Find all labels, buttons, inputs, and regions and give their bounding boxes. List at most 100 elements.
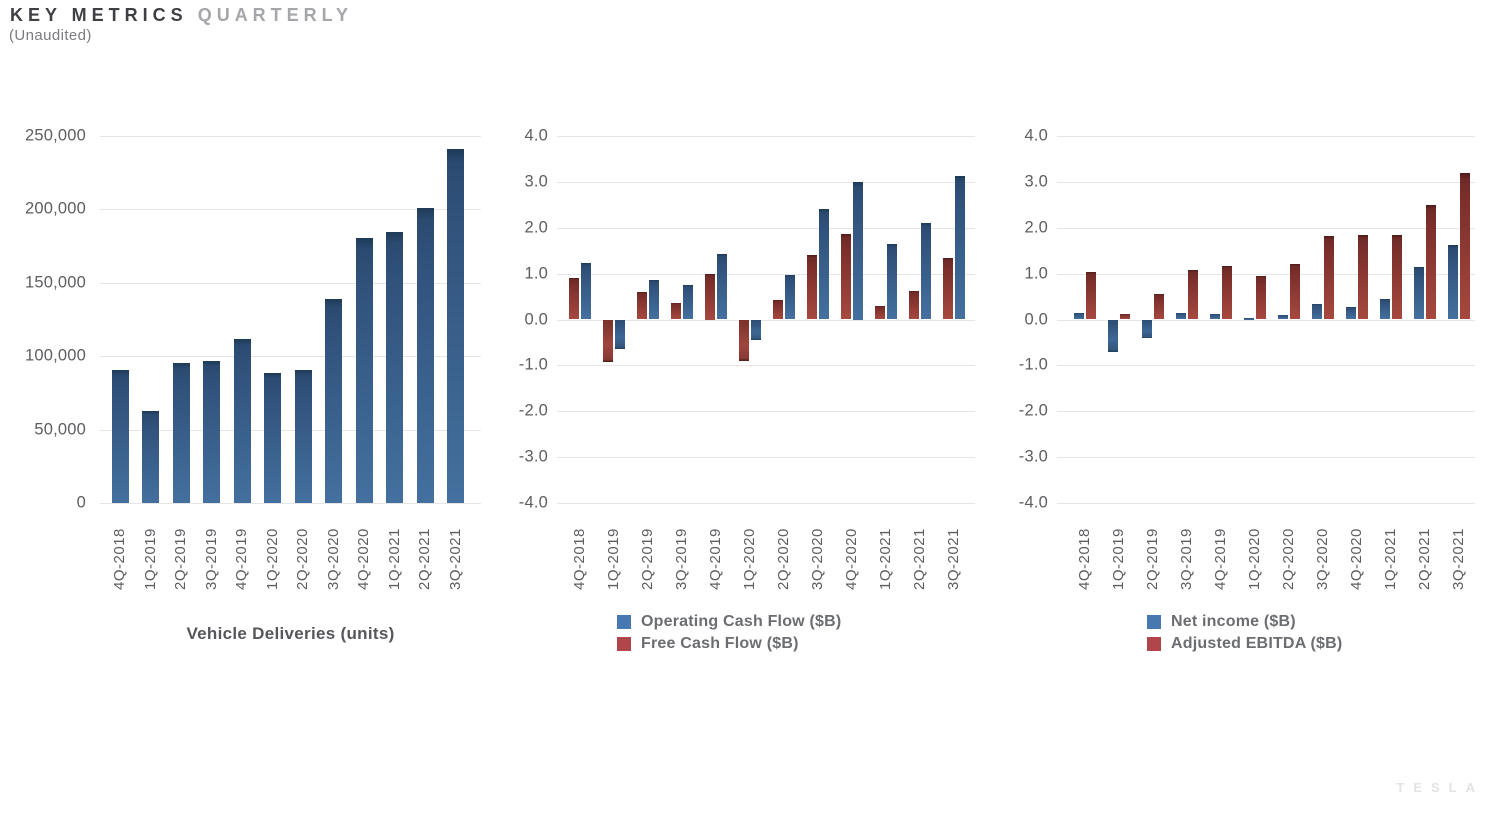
bar xyxy=(1176,313,1186,320)
bar xyxy=(1346,307,1356,320)
x-axis-category-label: 3Q-2020 xyxy=(324,528,342,590)
bar xyxy=(1120,314,1130,320)
bar xyxy=(1210,314,1220,320)
y-axis-tick-label: 4.0 xyxy=(524,126,548,145)
y-axis-tick-label: 0 xyxy=(76,493,86,512)
x-axis-category-label: 2Q-2020 xyxy=(775,528,792,590)
y-axis-tick-label: 200,000 xyxy=(24,199,86,218)
bar xyxy=(909,291,919,320)
gridline xyxy=(100,429,481,431)
bar xyxy=(172,363,190,503)
y-axis-tick-label: 4.0 xyxy=(1024,126,1048,145)
bar xyxy=(853,181,863,320)
x-axis-category-label: 2Q-2021 xyxy=(416,528,434,590)
legend-label: Free Cash Flow ($B) xyxy=(641,635,799,652)
x-axis-category-label: 4Q-2020 xyxy=(843,528,860,590)
x-axis-category-label: 4Q-2019 xyxy=(707,528,724,590)
gridline xyxy=(557,181,975,183)
x-axis-category-label: 4Q-2020 xyxy=(355,528,373,590)
bar xyxy=(921,223,931,320)
bar xyxy=(1426,205,1436,320)
y-axis-tick-label: 1.0 xyxy=(1024,264,1048,283)
bar xyxy=(841,233,851,320)
bar xyxy=(233,338,251,503)
y-axis-tick-label: 0.0 xyxy=(1024,310,1048,328)
bar xyxy=(1278,314,1288,320)
gridline xyxy=(557,273,975,275)
y-axis-tick-label: -4.0 xyxy=(1018,493,1048,512)
legend-label: Net income ($B) xyxy=(1171,613,1296,630)
x-axis-category-label: 4Q-2019 xyxy=(233,528,251,590)
bar xyxy=(875,306,885,320)
gridline xyxy=(557,503,975,504)
y-axis-tick-label: 100,000 xyxy=(24,346,86,365)
bar xyxy=(637,291,647,320)
chart-legend: Operating Cash Flow ($B) Free Cash Flow (… xyxy=(617,611,841,655)
bar xyxy=(785,275,795,320)
chart-axis-title: Vehicle Deliveries (units) xyxy=(186,624,395,643)
bar xyxy=(294,369,312,503)
bar xyxy=(1188,269,1198,320)
y-axis-tick-label: 2.0 xyxy=(1024,218,1048,237)
bar xyxy=(1142,319,1152,339)
x-axis-category-label: 1Q-2021 xyxy=(877,528,894,590)
bar xyxy=(615,319,625,349)
bar xyxy=(819,209,829,320)
y-axis-tick-label: -1.0 xyxy=(518,355,548,374)
bar xyxy=(955,175,965,320)
x-axis-category-label: 2Q-2021 xyxy=(911,528,928,590)
y-axis-tick-label: -4.0 xyxy=(518,493,548,512)
x-axis-category-label: 2Q-2019 xyxy=(639,528,656,590)
gridline xyxy=(1057,227,1475,229)
bar xyxy=(705,273,715,320)
x-axis-category-label: 4Q-2020 xyxy=(1348,528,1365,590)
bar xyxy=(807,255,817,320)
bar xyxy=(264,373,282,503)
x-axis-category-label: 1Q-2019 xyxy=(1110,528,1127,590)
y-axis-tick-label: 150,000 xyxy=(24,273,86,292)
bar xyxy=(1392,235,1402,320)
bar xyxy=(111,369,129,503)
gridline xyxy=(1057,503,1475,504)
legend-swatch xyxy=(1147,637,1161,651)
bar xyxy=(355,237,373,503)
tesla-logo: TESLA xyxy=(1396,780,1484,795)
x-axis-category-label: 4Q-2019 xyxy=(1212,528,1229,590)
bar xyxy=(887,244,897,320)
x-axis-category-label: 3Q-2021 xyxy=(945,528,962,590)
x-axis-category-label: 1Q-2021 xyxy=(385,528,403,590)
legend-swatch xyxy=(617,615,631,629)
page-title-accent: QUARTERLY xyxy=(197,5,354,25)
gridline xyxy=(1057,319,1475,321)
bar xyxy=(603,319,613,362)
chart-legend: Net income ($B) Adjusted EBITDA ($B) xyxy=(1147,611,1342,655)
bar xyxy=(943,258,953,320)
x-axis-category-label: 4Q-2018 xyxy=(571,528,588,590)
x-axis-category-label: 1Q-2021 xyxy=(1382,528,1399,590)
x-axis-category-label: 2Q-2020 xyxy=(294,528,312,590)
bar xyxy=(683,284,693,320)
gridline xyxy=(1057,273,1475,275)
bar xyxy=(1256,275,1266,320)
bar xyxy=(671,302,681,320)
legend-swatch xyxy=(617,637,631,651)
gridline xyxy=(557,457,975,459)
bar xyxy=(1108,319,1118,352)
bar xyxy=(1074,313,1084,320)
bar xyxy=(739,319,749,361)
gridline xyxy=(100,356,481,358)
bar xyxy=(1290,263,1300,320)
bar xyxy=(142,410,160,503)
bar xyxy=(751,319,761,340)
bar xyxy=(1358,234,1368,320)
x-axis-category-label: 2Q-2020 xyxy=(1280,528,1297,590)
y-axis-tick-label: -3.0 xyxy=(1018,447,1048,466)
x-axis-category-label: 3Q-2020 xyxy=(1314,528,1331,590)
y-axis-tick-label: -2.0 xyxy=(518,401,548,420)
bar xyxy=(1086,272,1096,320)
gridline xyxy=(1057,411,1475,413)
legend-entry: Free Cash Flow ($B) xyxy=(617,633,841,655)
